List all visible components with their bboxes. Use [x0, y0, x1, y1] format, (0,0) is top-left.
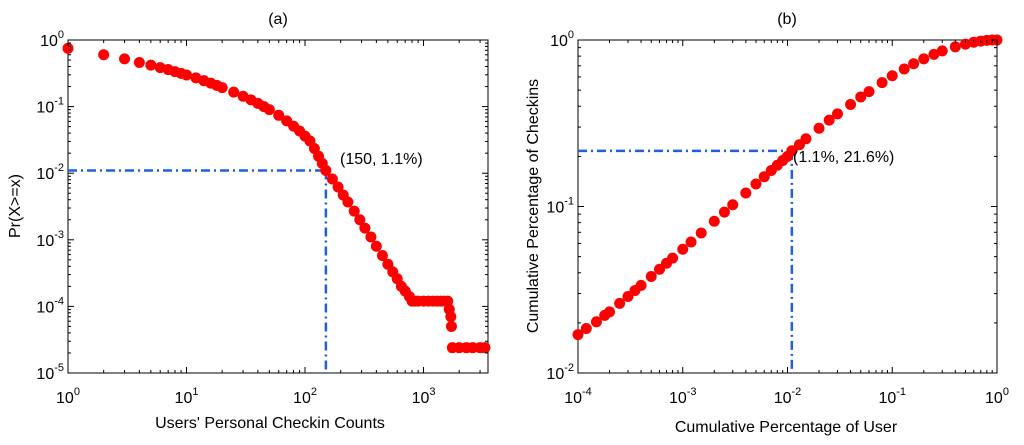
chart-a-ytick-label: 10-3 — [36, 229, 64, 250]
chart-a-xtick-label: 100 — [56, 386, 80, 407]
chart-a-point — [326, 173, 338, 185]
chart-a-guides — [68, 169, 328, 373]
chart-b-point — [800, 133, 812, 145]
chart-a-point — [332, 181, 344, 193]
chart-a-ytick-label: 10-5 — [36, 362, 64, 383]
chart-b-point — [635, 279, 647, 291]
chart-a-point — [376, 250, 388, 262]
chart-a-point — [273, 109, 285, 121]
chart-a-point — [445, 311, 457, 323]
chart-b-point — [677, 243, 689, 255]
chart-b-xtick-label: 10-4 — [564, 386, 592, 407]
chart-a-point — [119, 53, 131, 65]
chart-a-point — [181, 69, 193, 81]
chart-b-point — [685, 236, 697, 248]
chart-b-point — [727, 199, 739, 211]
chart-b-xtick-label: 100 — [985, 386, 1009, 407]
chart-a-ytick-label: 100 — [40, 29, 64, 50]
chart-b-point — [886, 70, 898, 82]
chart-b-point — [740, 187, 752, 199]
chart-a-yticks: 100 10-1 10-2 10-3 10-4 10-5 — [36, 29, 488, 383]
chart-b-point — [855, 91, 867, 103]
chart-b-point — [813, 122, 825, 134]
chart-b-point — [580, 323, 592, 335]
chart-a: (a) Users' Personal Checkin Counts Pr(X>… — [7, 11, 491, 432]
chart-b-ytick-label: 100 — [550, 29, 574, 50]
chart-b-guides — [578, 149, 794, 373]
chart-b: (b) Cumulative Percentage of User Cumula… — [525, 11, 1009, 436]
chart-a-point — [348, 205, 360, 217]
chart-a-point — [442, 295, 454, 307]
chart-a-ytick-label: 10-4 — [36, 295, 64, 316]
chart-b-point — [667, 252, 679, 264]
chart-b-point — [928, 48, 940, 60]
chart-b-ytick-label: 10-1 — [546, 196, 574, 217]
chart-a-point — [479, 342, 491, 354]
chart-a-point — [359, 222, 371, 234]
chart-b-point — [831, 108, 843, 120]
chart-b-xtick-label: 10-3 — [669, 386, 697, 407]
chart-b-ytick-label: 10-2 — [546, 362, 574, 383]
chart-b-point — [604, 306, 616, 318]
chart-b-point — [590, 316, 602, 328]
chart-a-point — [145, 59, 157, 71]
chart-b-ylabel: Cumulative Percentage of Checkins — [525, 79, 542, 333]
chart-b-xtick-label: 10-1 — [878, 386, 906, 407]
chart-b-point — [876, 77, 888, 89]
chart-a-point — [354, 214, 366, 226]
chart-b-point — [750, 178, 762, 190]
chart-b-point — [908, 58, 920, 70]
chart-a-point — [133, 56, 145, 68]
chart-b-xtick-label: 10-2 — [774, 386, 802, 407]
chart-b-point — [572, 329, 584, 341]
chart-b-point — [898, 63, 910, 75]
chart-b-xticks: 10-4 10-3 10-2 10-1 100 — [564, 40, 1009, 407]
chart-b-point — [845, 98, 857, 110]
chart-a-ytick-label: 10-1 — [36, 96, 64, 117]
chart-a-title: (a) — [268, 11, 288, 28]
chart-a-ytick-label: 10-2 — [36, 162, 64, 183]
chart-a-point — [62, 42, 74, 54]
chart-b-plot-frame — [577, 39, 998, 374]
chart-b-point — [959, 38, 971, 50]
chart-b-yticks: 100 10-1 10-2 — [546, 29, 997, 383]
chart-a-point — [98, 49, 110, 61]
chart-a-point — [228, 86, 240, 98]
chart-a-point — [445, 320, 457, 332]
chart-b-point — [918, 53, 930, 65]
chart-b-point — [718, 206, 730, 218]
chart-a-point — [216, 82, 228, 94]
chart-a-ylabel: Pr(X>=x) — [7, 174, 24, 238]
chart-a-xticks: 100 101 102 103 — [56, 40, 481, 407]
chart-b-point — [645, 270, 657, 282]
chart-a-xtick-label: 103 — [412, 386, 436, 407]
chart-b-points — [572, 34, 1003, 341]
chart-b-point — [863, 86, 875, 98]
chart-b-title: (b) — [777, 11, 797, 28]
chart-b-point — [823, 114, 835, 126]
chart-a-xtick-label: 101 — [175, 386, 199, 407]
chart-b-point — [949, 41, 961, 53]
chart-a-xtick-label: 102 — [293, 386, 317, 407]
chart-a-plot-frame — [67, 39, 489, 374]
chart-a-point — [365, 231, 377, 243]
chart-b-xlabel: Cumulative Percentage of User — [675, 419, 898, 436]
chart-a-point — [320, 164, 332, 176]
chart-a-annotation: (150, 1.1%) — [340, 151, 423, 168]
chart-a-point — [370, 240, 382, 252]
chart-b-point — [614, 297, 626, 309]
chart-b-point — [708, 215, 720, 227]
chart-b-point — [936, 45, 948, 57]
chart-a-xlabel: Users' Personal Checkin Counts — [155, 415, 385, 432]
chart-b-point — [786, 145, 798, 157]
chart-b-annotation: (1.1%, 21.6%) — [793, 149, 894, 166]
chart-a-point — [263, 104, 275, 116]
chart-a-points — [62, 42, 491, 354]
chart-a-point — [342, 196, 354, 208]
chart-b-point — [695, 227, 707, 239]
